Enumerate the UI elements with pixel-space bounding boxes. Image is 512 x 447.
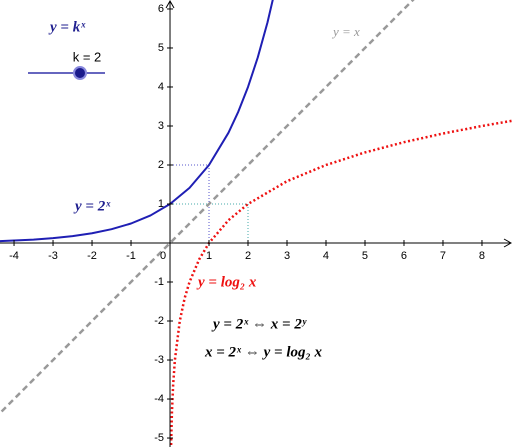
y-tick-label: -5 bbox=[154, 432, 164, 444]
y-tick-label: 4 bbox=[158, 81, 164, 93]
x-tick-label: 5 bbox=[362, 250, 368, 262]
x-tick-label: -2 bbox=[87, 250, 97, 262]
x-axis-arrow bbox=[503, 238, 512, 248]
x-tick-label: -3 bbox=[48, 250, 58, 262]
x-tick-label: -4 bbox=[9, 250, 19, 262]
annotation: y = 2ˣ bbox=[73, 198, 111, 214]
annotation: x = 2ˣ ⇔ y = log₂ x bbox=[204, 344, 322, 360]
y-tick-label: 2 bbox=[158, 159, 164, 171]
x-tick-label: 6 bbox=[401, 250, 407, 262]
x-tick-label: 8 bbox=[479, 250, 485, 262]
x-tick-label: 2 bbox=[245, 250, 251, 262]
annotation: y = x bbox=[331, 24, 360, 39]
y-tick-label: 5 bbox=[158, 42, 164, 54]
y-axis-arrow bbox=[165, 0, 175, 9]
x-tick-label: 7 bbox=[440, 250, 446, 262]
slider-knob[interactable] bbox=[73, 66, 87, 80]
series-line bbox=[0, 0, 415, 415]
x-tick-label: 3 bbox=[284, 250, 290, 262]
y-tick-label: -2 bbox=[154, 315, 164, 327]
x-tick-label: 4 bbox=[323, 250, 329, 262]
slider-label: k = 2 bbox=[73, 49, 102, 64]
y-tick-label: 6 bbox=[158, 3, 164, 15]
y-tick-label: 3 bbox=[158, 120, 164, 132]
guide-line bbox=[170, 164, 210, 244]
x-tick-label: 1 bbox=[206, 250, 212, 262]
y-tick-label: 1 bbox=[158, 198, 164, 210]
y-tick-label: -4 bbox=[154, 393, 164, 405]
annotation: y = kˣ bbox=[48, 19, 86, 35]
x-tick-label: -1 bbox=[126, 250, 136, 262]
x-tick-label: 0 bbox=[160, 250, 166, 262]
y-tick-label: -3 bbox=[154, 354, 164, 366]
y-tick-label: -1 bbox=[154, 276, 164, 288]
series-line bbox=[0, 0, 274, 243]
annotation: y = log₂ x bbox=[196, 274, 257, 290]
annotation: y = 2ˣ ⇔ x = 2ʸ bbox=[211, 316, 307, 332]
